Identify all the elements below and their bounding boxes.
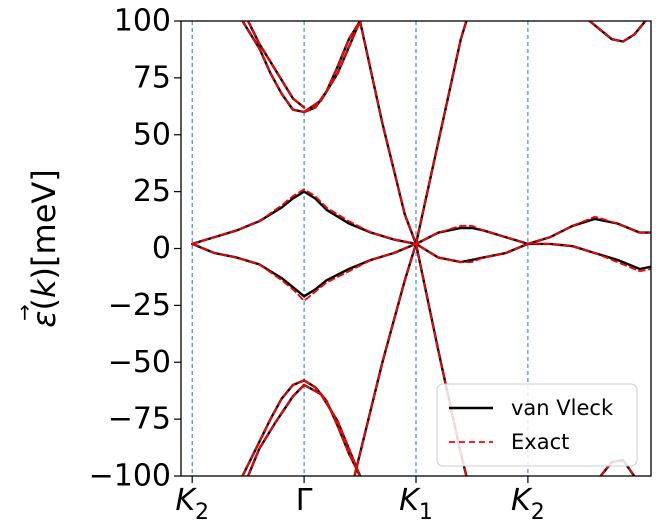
legend-label-1: Exact [511, 430, 569, 454]
y-axis-ticks: −100 −75 −50 −25 0 25 50 75 100 [89, 4, 181, 494]
exact-band-4 [303, 21, 361, 113]
van-vleck-band-1 [191, 242, 651, 298]
y-axis-label-arrow: → [12, 304, 36, 321]
exact-band-6 [359, 21, 417, 245]
band-curves [191, 21, 651, 476]
exact-band-5 [247, 21, 305, 109]
x-axis-ticks: K2ΓK1K2K′2 [175, 476, 545, 523]
y-axis-label: ε(k)[meV]→ [12, 169, 63, 328]
legend: van Vleck Exact [436, 383, 638, 467]
x-tick-label-3: K2 [511, 483, 545, 523]
y-tick-label-4: 0 [152, 231, 171, 266]
exact-band-7 [415, 21, 468, 245]
x-tick-label-1: Γ [296, 483, 313, 518]
exact-band-0 [191, 188, 651, 245]
y-tick-label-5: 25 [133, 174, 171, 209]
y-axis-label-text: ε(k)[meV] [25, 169, 63, 328]
x-tick-label-0: K2 [175, 483, 209, 523]
legend-label-0: van Vleck [511, 396, 614, 420]
exact-band-12 [353, 243, 417, 476]
legend-box [436, 383, 638, 467]
y-tick-label-0: −100 [89, 459, 171, 494]
y-tick-label-2: −50 [108, 345, 171, 380]
exact-band-3 [303, 21, 361, 113]
van-vleck-band-11 [302, 383, 362, 476]
y-tick-label-6: 50 [133, 117, 171, 152]
van-vleck-band-5 [246, 21, 306, 109]
exact-band-10 [247, 384, 305, 476]
y-tick-label-7: 75 [133, 60, 171, 95]
exact-band-14 [588, 21, 647, 43]
exact-band-1 [191, 243, 651, 302]
van-vleck-band-6 [358, 21, 418, 246]
van-vleck-band-9 [302, 379, 362, 476]
y-tick-label-3: −25 [108, 288, 171, 323]
van-vleck-band-10 [246, 383, 306, 476]
exact-band-2 [241, 21, 305, 113]
exact-band-8 [241, 379, 305, 476]
y-tick-label-1: −75 [108, 402, 171, 437]
van-vleck-band-14 [588, 21, 647, 43]
x-tick-label-2: K1 [399, 483, 433, 523]
exact-band-9 [303, 379, 361, 476]
y-tick-label-8: 100 [114, 4, 171, 39]
exact-band-11 [303, 384, 361, 476]
